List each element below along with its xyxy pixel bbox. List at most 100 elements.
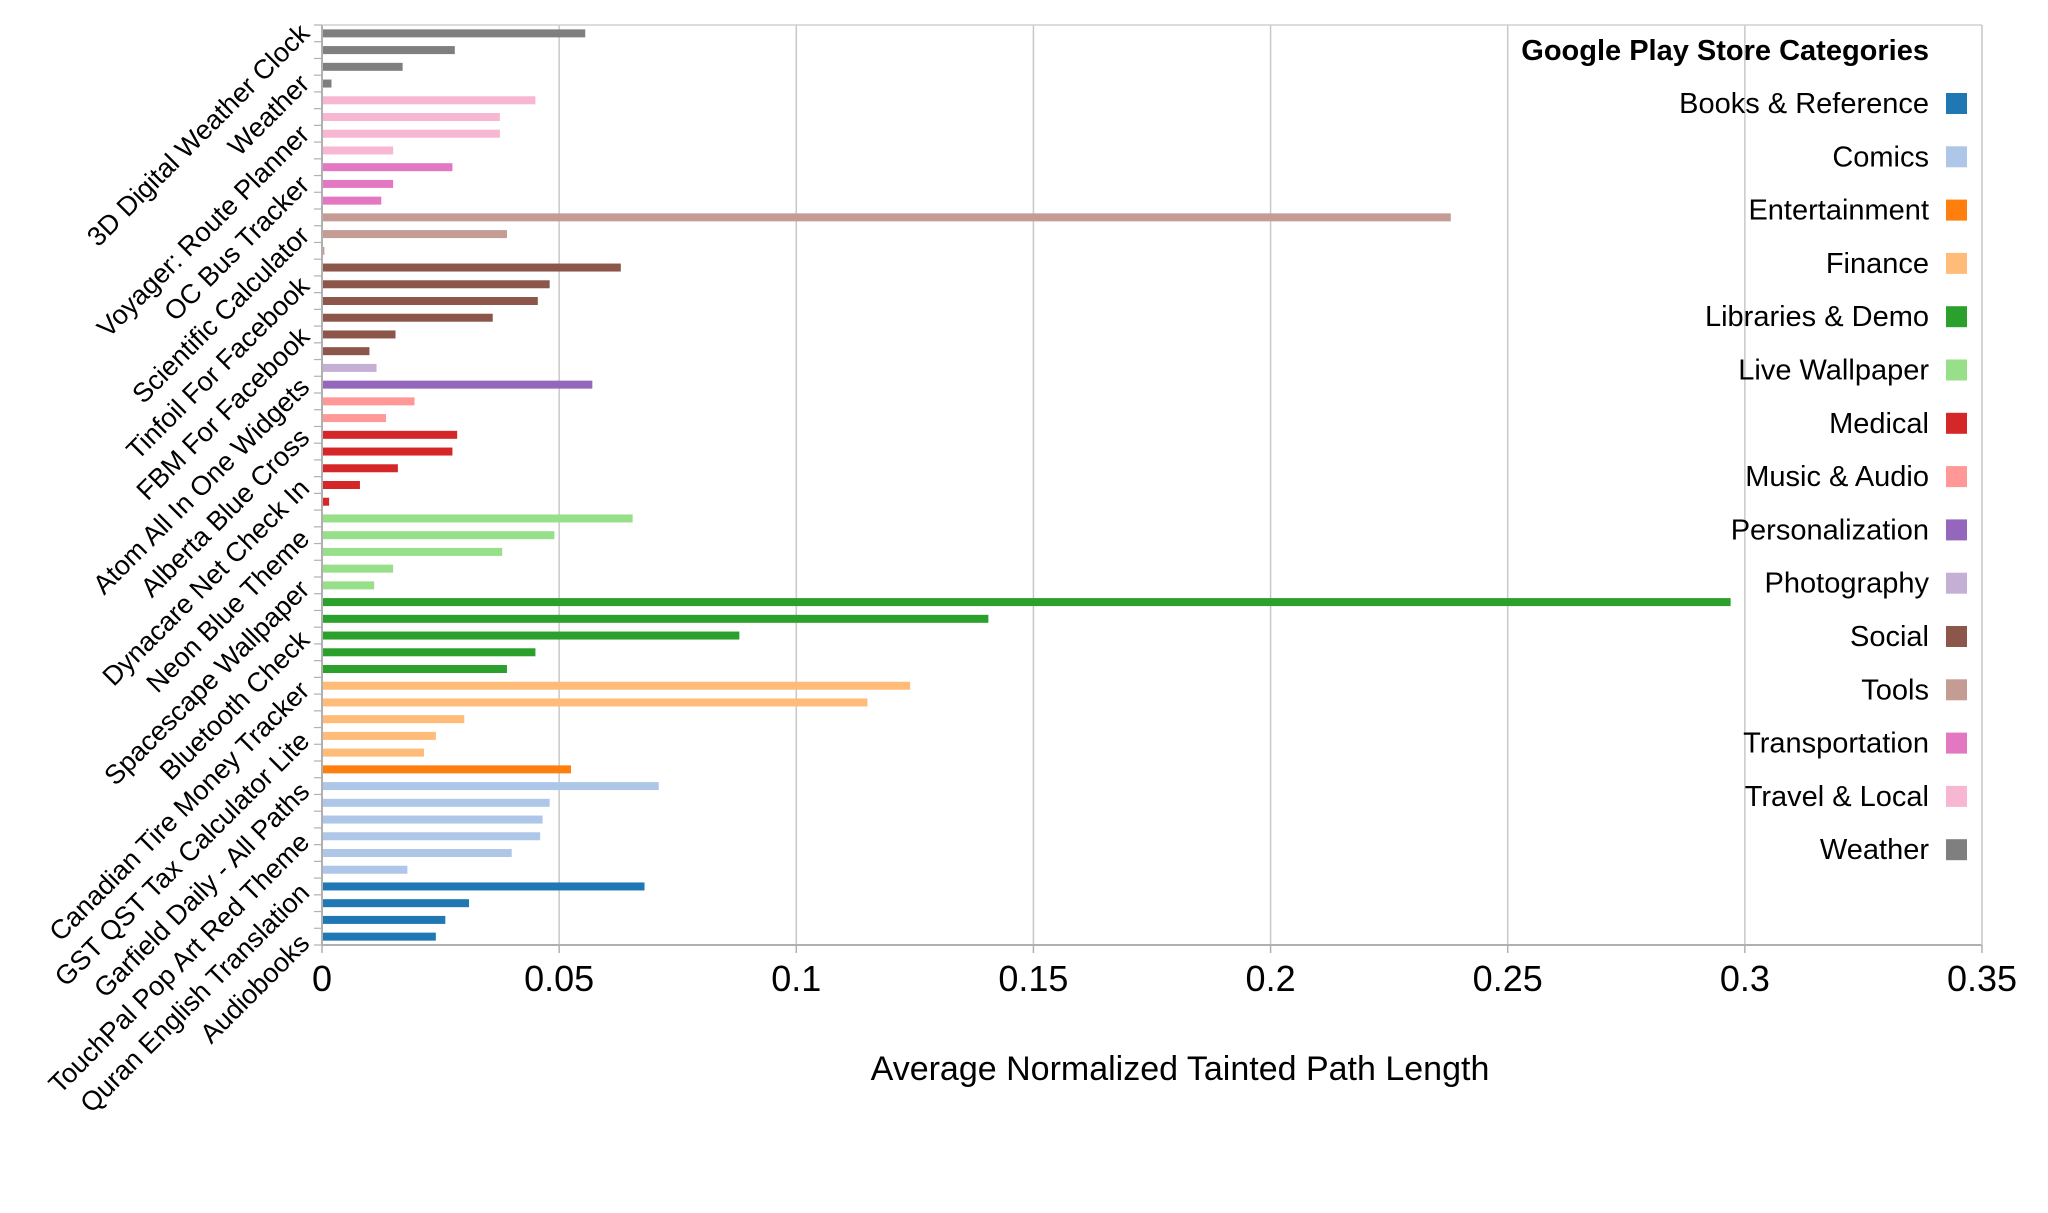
bar (322, 313, 493, 322)
bar (322, 263, 621, 272)
bar (322, 681, 911, 690)
bar (322, 849, 512, 857)
bar (322, 447, 453, 456)
legend-label: Entertainment (1748, 195, 1929, 227)
legend-label: Personalization (1731, 514, 1929, 546)
x-tick-label: 0.1 (771, 958, 821, 999)
bar (322, 748, 424, 757)
legend-swatch (1946, 626, 1967, 647)
bar (322, 397, 415, 406)
legend-label: Live Wallpaper (1738, 355, 1929, 387)
legend-swatch (1946, 252, 1967, 274)
axes (314, 24, 1983, 953)
bar (322, 932, 436, 941)
bar (322, 648, 536, 657)
bar (322, 230, 507, 239)
bar (322, 832, 541, 841)
bar (322, 29, 586, 38)
x-tick-label: 0.15 (998, 958, 1068, 999)
legend-title: Google Play Store Categories (1521, 35, 1929, 67)
bar (322, 297, 538, 305)
bar (322, 514, 633, 523)
bar (322, 865, 408, 874)
legend: Google Play Store Categories Books & Ref… (1521, 35, 1967, 866)
legend-swatch (1946, 785, 1967, 807)
bar (322, 631, 740, 640)
bar (322, 815, 543, 824)
bar (322, 46, 455, 55)
bar (322, 430, 458, 439)
x-tick-labels: 0 0.05 0.1 0.15 0.2 0.25 0.3 0.35 (312, 958, 2017, 999)
legend-swatch (1946, 679, 1967, 701)
legend-label: Travel & Local (1745, 781, 1929, 813)
bar (322, 380, 593, 389)
x-tick-label: 0.2 (1246, 958, 1296, 999)
bar (322, 899, 470, 908)
legend-label: Comics (1832, 141, 1929, 173)
bar (322, 129, 500, 138)
bar (322, 146, 394, 155)
bar (322, 481, 360, 489)
bar (322, 363, 377, 372)
bar (322, 547, 503, 556)
bars (322, 29, 1731, 941)
bar (322, 330, 396, 339)
legend-label: Tools (1861, 674, 1929, 706)
bar (322, 280, 550, 289)
bar (322, 882, 645, 891)
legend-label: Photography (1765, 568, 1930, 600)
legend-label: Finance (1826, 248, 1929, 280)
bar (322, 715, 465, 724)
bar (322, 113, 500, 121)
x-tick-label: 0.25 (1473, 958, 1543, 999)
x-tick-label: 0.3 (1720, 958, 1770, 999)
legend-swatch (1946, 839, 1967, 861)
legend-label: Libraries & Demo (1705, 301, 1929, 333)
bar (322, 347, 370, 356)
bar (322, 79, 332, 88)
bar (322, 163, 453, 172)
bar (322, 96, 536, 105)
legend-swatch (1946, 412, 1967, 434)
bar (322, 179, 394, 188)
legend-swatch (1946, 146, 1967, 168)
legend-swatch (1946, 93, 1967, 114)
bar (322, 782, 659, 791)
legend-label: Music & Audio (1745, 461, 1929, 493)
bar (322, 915, 446, 924)
bar (322, 414, 387, 423)
bar (322, 564, 394, 573)
legend-swatch (1946, 732, 1967, 754)
bar (322, 698, 868, 707)
bar (322, 731, 436, 740)
legend-label: Medical (1829, 408, 1929, 440)
legend-label: Transportation (1743, 728, 1929, 760)
x-tick-label: 0.05 (524, 958, 594, 999)
bar (322, 464, 398, 473)
bar (322, 614, 989, 623)
legend-label: Books & Reference (1679, 88, 1929, 120)
bar (322, 497, 330, 506)
bar (322, 196, 382, 205)
x-axis-title: Average Normalized Tainted Path Length (871, 1050, 1490, 1088)
bar (322, 798, 550, 807)
legend-swatch (1946, 572, 1967, 594)
bar (322, 765, 571, 774)
bar (322, 665, 507, 673)
x-tick-label: 0.35 (1947, 958, 2017, 999)
legend-swatch (1946, 199, 1967, 221)
bar (322, 246, 325, 255)
legend-label: Social (1850, 621, 1929, 653)
bar (322, 213, 1451, 222)
legend-swatch (1946, 519, 1967, 541)
legend-swatch (1946, 359, 1967, 381)
legend-swatch (1946, 306, 1967, 328)
bar (322, 531, 555, 540)
bar (322, 581, 375, 590)
bar (322, 598, 1731, 607)
bar (322, 62, 403, 71)
x-tick-label: 0 (312, 958, 332, 999)
